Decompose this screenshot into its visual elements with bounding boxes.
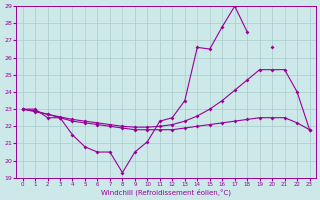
X-axis label: Windchill (Refroidissement éolien,°C): Windchill (Refroidissement éolien,°C) bbox=[101, 188, 231, 196]
